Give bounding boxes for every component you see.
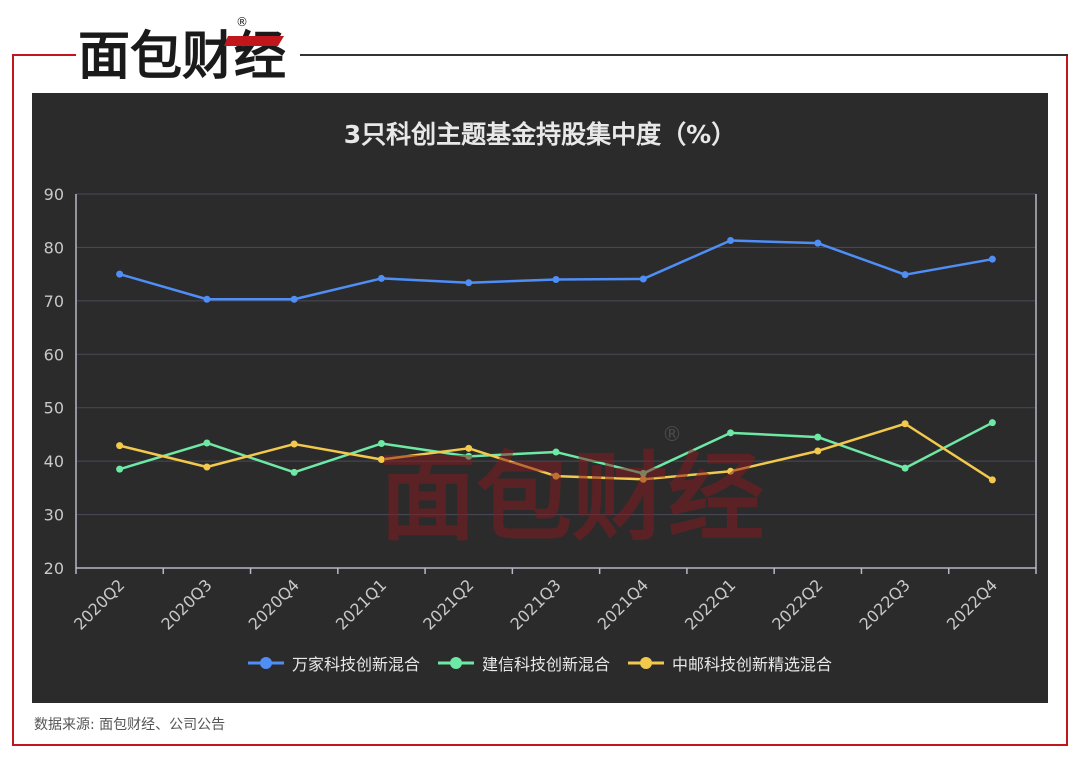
data-point[interactable] (901, 464, 909, 472)
legend-swatch-jianxin (437, 657, 474, 669)
series-1 (116, 419, 996, 477)
brand-logo: 面包财经 ® (78, 15, 290, 84)
x-tick-label: 2021Q4 (594, 575, 652, 633)
data-point[interactable] (988, 255, 996, 263)
series-lines (116, 236, 996, 484)
x-tick-label: 2022Q3 (856, 575, 914, 633)
data-point[interactable] (203, 439, 211, 447)
axes (75, 194, 1037, 574)
x-tick-label: 2022Q4 (943, 575, 1001, 633)
legend-swatch-wanjia (247, 657, 284, 669)
legend-swatch-zhongyou (628, 657, 664, 669)
y-tick-label: 50 (44, 399, 64, 418)
chart-legend: 万家科技创新混合 建信科技创新混合 中邮科技创新精选混合 (32, 651, 1048, 675)
data-point[interactable] (377, 440, 385, 448)
data-point[interactable] (901, 420, 909, 428)
frame-left-border (12, 54, 14, 746)
data-point[interactable] (290, 468, 298, 476)
data-point[interactable] (988, 476, 996, 484)
x-tick-label: 2020Q4 (245, 575, 303, 633)
line-chart: 3只科创主题基金持股集中度（%） 20 30 40 50 60 70 80 90 2020Q2… (44, 120, 1037, 634)
data-point[interactable] (814, 433, 822, 441)
data-point[interactable] (465, 279, 473, 287)
data-point[interactable] (116, 270, 124, 278)
data-point[interactable] (465, 444, 473, 452)
frame-top-right-border (300, 54, 1068, 56)
legend-label-zhongyou: 中邮科技创新精选混合 (672, 655, 833, 674)
frame-top-left-border (12, 54, 76, 56)
legend-label-jianxin: 建信科技创新混合 (481, 655, 610, 674)
data-point[interactable] (727, 236, 735, 244)
data-point[interactable] (552, 448, 560, 456)
chart-title: 3只科创主题基金持股集中度（%） (344, 120, 736, 149)
legend-item-wanjia[interactable]: 万家科技创新混合 (247, 651, 420, 675)
data-point[interactable] (639, 475, 647, 483)
logo-text: 面包财经 (78, 27, 286, 84)
logo-registered-mark: ® (236, 15, 248, 29)
y-tick-label: 80 (44, 238, 64, 257)
data-point[interactable] (377, 456, 385, 464)
chart-panel: 3只科创主题基金持股集中度（%） 20 30 40 50 60 70 80 90 2020Q2… (32, 93, 1048, 703)
data-point[interactable] (639, 469, 647, 477)
data-point[interactable] (552, 472, 560, 480)
y-tick-label: 40 (44, 452, 64, 471)
x-tick-label: 2022Q2 (768, 575, 826, 633)
x-tick-label: 2021Q1 (332, 575, 390, 633)
data-point[interactable] (552, 275, 560, 283)
x-tick-label: 2020Q3 (157, 575, 215, 633)
y-tick-labels: 20 30 40 50 60 70 80 90 (44, 185, 64, 578)
series-0 (116, 236, 996, 303)
x-tick-labels: 2020Q2 2020Q3 2020Q4 2021Q1 2021Q2 2021Q3 2021… (70, 575, 1001, 633)
frame-right-border (1066, 54, 1068, 746)
data-point[interactable] (290, 295, 298, 303)
legend-label-wanjia: 万家科技创新混合 (291, 655, 420, 674)
legend-item-zhongyou[interactable]: 中邮科技创新精选混合 (628, 651, 832, 675)
data-point[interactable] (814, 447, 822, 455)
data-point[interactable] (465, 452, 473, 460)
data-point[interactable] (727, 429, 735, 437)
data-point[interactable] (639, 275, 647, 283)
y-tick-label: 60 (44, 345, 64, 364)
legend-item-jianxin[interactable]: 建信科技创新混合 (437, 651, 610, 675)
data-point[interactable] (377, 274, 385, 282)
x-tick-label: 2022Q1 (681, 575, 739, 633)
data-point[interactable] (203, 295, 211, 303)
data-point[interactable] (116, 442, 124, 450)
y-tick-label: 20 (44, 559, 64, 578)
series-2 (116, 420, 996, 484)
grid-lines (76, 193, 1036, 516)
data-point[interactable] (116, 465, 124, 473)
watermark-registered-mark: ® (662, 423, 682, 446)
data-point[interactable] (727, 467, 735, 475)
frame-bottom-border (12, 744, 1068, 746)
x-tick-label: 2020Q2 (70, 575, 128, 633)
y-tick-label: 70 (44, 292, 64, 311)
data-point[interactable] (988, 419, 996, 427)
x-tick-label: 2021Q2 (419, 575, 477, 633)
data-point[interactable] (814, 239, 822, 247)
y-tick-label: 90 (44, 185, 64, 204)
x-tick-label: 2021Q3 (506, 575, 564, 633)
data-point[interactable] (203, 463, 211, 471)
data-point[interactable] (290, 440, 298, 448)
y-tick-label: 30 (44, 506, 64, 525)
series-line (119, 239, 993, 301)
watermark-logo: 面包财经 ® (380, 423, 764, 553)
data-point[interactable] (901, 271, 909, 279)
data-source-note: 数据来源: 面包财经、公司公告 (34, 717, 226, 733)
logo-red-accent (224, 36, 284, 46)
watermark-text: 面包财经 (380, 442, 764, 553)
